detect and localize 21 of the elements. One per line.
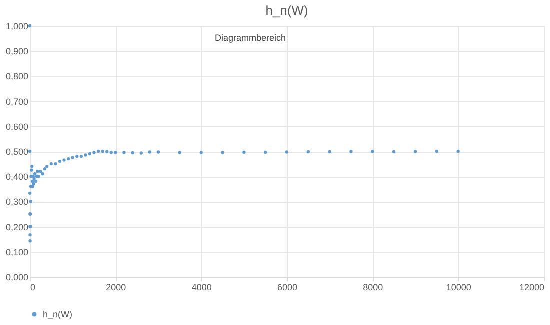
y-tick-label: 0,200 (6, 222, 28, 232)
annotation: Diagrammbereich (215, 33, 286, 43)
y-tick-label: 0,500 (6, 147, 28, 157)
x-tick-label: 12000 (519, 282, 544, 292)
x-tick-label: 2000 (106, 282, 126, 292)
x-tick-label: 0 (30, 282, 36, 292)
x-tick-label: 8000 (363, 282, 384, 292)
y-tick-label: 0,900 (6, 46, 28, 57)
x-tick-label: 4000 (192, 282, 212, 292)
chart-title: h_n(W) (266, 3, 308, 18)
y-tick-label: 0,800 (6, 72, 28, 82)
legend-label: h_n(W) (43, 310, 73, 320)
y-tick-label: 0,000 (6, 272, 28, 282)
x-tick-label: 6000 (277, 282, 298, 292)
y-tick-label: 0,100 (6, 247, 28, 258)
y-tick-label: 0,400 (6, 172, 28, 182)
y-tick-label: 0,700 (6, 96, 28, 107)
y-tick-label: 0,600 (6, 122, 28, 132)
x-tick-label: 10000 (446, 282, 472, 292)
y-tick-label: 1,000 (6, 22, 28, 32)
y-tick-label: 0,300 (6, 197, 28, 208)
